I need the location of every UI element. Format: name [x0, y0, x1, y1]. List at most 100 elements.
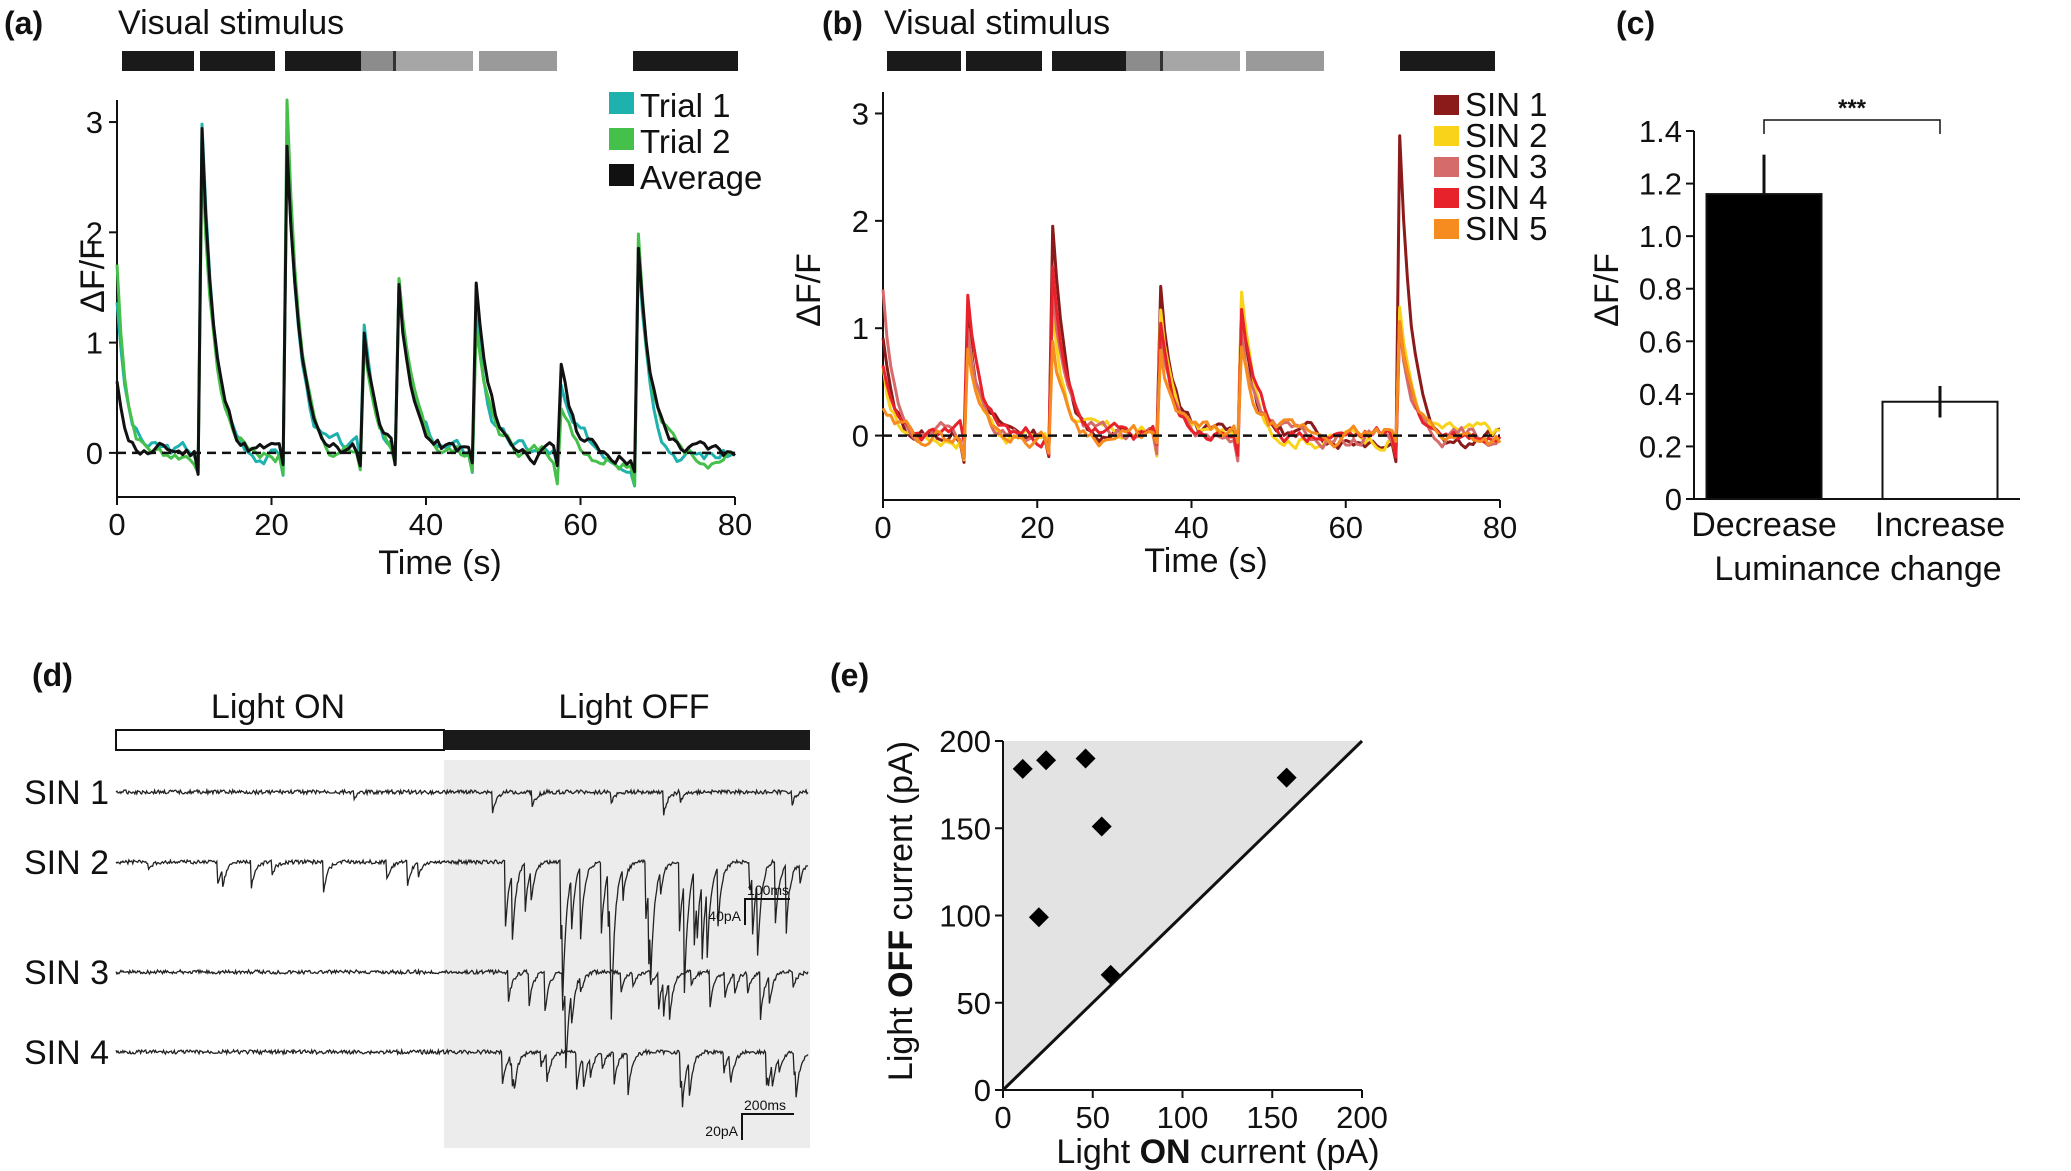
- y-tick-label: 1: [852, 311, 869, 346]
- scatter-point: [1028, 907, 1049, 928]
- trace-label: SIN 1: [24, 774, 109, 812]
- series-trial-2: [115, 98, 736, 487]
- x-tick-label: 60: [563, 507, 597, 542]
- panel-a-stimulus-bar: [122, 51, 738, 71]
- light-on-bar: [115, 729, 445, 751]
- panel-b-stimulus-label: Visual stimulus: [884, 4, 1110, 42]
- panel-c: (c) 0 0.2 0.4 0.6 0.8 1.0 1.2 1.4 Decrease Increa…: [1588, 5, 2020, 588]
- panel-a-legend: Trial 1 Trial 2 Average: [609, 87, 762, 196]
- panel-e: (e) 0 50 100 150 200 0 50 100 150 200 Light ON cu…: [830, 657, 1388, 1171]
- legend-label-sin-3: SIN 3: [1465, 148, 1548, 185]
- legend-label-sin-4: SIN 4: [1465, 179, 1548, 216]
- y-tick-label: 0: [1665, 482, 1682, 517]
- x-tick-label: Decrease: [1691, 506, 1837, 544]
- legend-swatch-sin-3: [1434, 157, 1459, 177]
- legend-swatch-sin-5: [1434, 219, 1459, 239]
- y-tick-label: 2: [86, 215, 103, 250]
- y-tick-label: 1.2: [1639, 167, 1682, 202]
- panel-b-plot: 0 1 2 3 0 20 40 60 80: [852, 92, 1517, 545]
- legend-swatch-trial-2: [609, 128, 634, 150]
- panel-b-stimulus-bar: [887, 51, 1495, 71]
- panel-a-ylabel: ΔF/F: [74, 239, 112, 313]
- scalebar-amp-label: 20pA: [705, 1123, 738, 1139]
- panel-a: (a) Visual stimulus Trial 1 Trial 2 Aver…: [4, 4, 762, 582]
- x-tick-label: 40: [409, 507, 443, 542]
- panel-c-ylabel: ΔF/F: [1588, 253, 1626, 327]
- scatter-point: [1276, 767, 1297, 788]
- trace-sin-3: [115, 967, 809, 1069]
- legend-label-trial-1: Trial 1: [640, 87, 730, 124]
- panel-c-plot: 0 0.2 0.4 0.6 0.8 1.0 1.2 1.4 Decrease Increase **…: [1639, 95, 2020, 544]
- panel-e-ylabel: Light OFF current (pA): [882, 741, 920, 1081]
- panel-b: (b) Visual stimulus SIN 1 SIN 2 SIN 3 SI…: [790, 4, 1548, 580]
- trace-label: SIN 2: [24, 844, 109, 882]
- x-tick-label: 50: [1076, 1100, 1110, 1135]
- x-tick-label: Increase: [1875, 506, 2005, 544]
- light-off-bar: [444, 730, 810, 750]
- legend-label-sin-1: SIN 1: [1465, 86, 1548, 123]
- x-tick-label: 150: [1246, 1100, 1298, 1135]
- x-tick-label: 20: [254, 507, 288, 542]
- scalebar-time-label: 100ms: [747, 882, 789, 898]
- y-tick-label: 100: [939, 899, 991, 934]
- series-sin-1: [881, 134, 1501, 464]
- light-off-label: Light OFF: [558, 688, 709, 726]
- legend-swatch-sin-1: [1434, 95, 1459, 115]
- significance-bracket: [1763, 119, 1941, 134]
- bar-decrease: [1705, 193, 1823, 500]
- panel-b-ylabel: ΔF/F: [790, 253, 828, 327]
- y-tick-label: 50: [957, 986, 991, 1021]
- scalebar-amp-label: 40pA: [708, 908, 741, 924]
- y-tick-label: 1.4: [1639, 114, 1682, 149]
- scalebar: [741, 1113, 794, 1140]
- y-tick-label: 0.4: [1639, 377, 1682, 412]
- panel-a-stimulus-label: Visual stimulus: [118, 4, 344, 42]
- y-tick-label: 0.6: [1639, 324, 1682, 359]
- panel-c-label: (c): [1616, 5, 1655, 41]
- scatter-point: [1091, 816, 1112, 837]
- panel-d-label: (d): [32, 657, 73, 693]
- panel-b-legend: SIN 1 SIN 2 SIN 3 SIN 4 SIN 5: [1434, 86, 1548, 247]
- trace-sin-4: [115, 1047, 809, 1108]
- series-average: [115, 127, 736, 476]
- x-tick-label: 60: [1329, 510, 1363, 545]
- y-tick-label: 1.0: [1639, 219, 1682, 254]
- legend-swatch-sin-4: [1434, 188, 1459, 208]
- x-tick-label: 100: [1157, 1100, 1209, 1135]
- panel-e-plot: 0 50 100 150 200 0 50 100 150 200: [939, 724, 1388, 1135]
- x-tick-label: 200: [1336, 1100, 1388, 1135]
- trace-label: SIN 4: [24, 1034, 109, 1072]
- x-tick-label: 0: [108, 507, 125, 542]
- panel-c-xlabel: Luminance change: [1714, 550, 2001, 588]
- scatter-point: [1036, 750, 1057, 771]
- panel-e-xlabel: Light ON current (pA): [1056, 1133, 1379, 1171]
- legend-swatch-average: [609, 164, 634, 186]
- light-on-label: Light ON: [211, 688, 345, 726]
- scalebar-time-label: 200ms: [744, 1097, 786, 1113]
- panel-b-xlabel: Time (s): [1144, 542, 1267, 580]
- y-tick-label: 0: [974, 1073, 991, 1108]
- panel-d-traces: SIN 1 SIN 2 SIN 3 SIN 4 100ms 40pA 200ms 20pA: [24, 774, 809, 1140]
- legend-label-sin-2: SIN 2: [1465, 117, 1548, 154]
- significance-label: ***: [1838, 95, 1867, 122]
- x-tick-label: 80: [1483, 510, 1517, 545]
- series-sin-5: [881, 320, 1502, 459]
- trace-label: SIN 3: [24, 954, 109, 992]
- y-tick-label: 1: [86, 326, 103, 361]
- y-tick-label: 150: [939, 811, 991, 846]
- legend-swatch-trial-1: [609, 92, 634, 114]
- y-tick-label: 3: [86, 105, 103, 140]
- scatter-point: [1012, 758, 1033, 779]
- y-tick-label: 0: [852, 419, 869, 454]
- y-tick-label: 2: [852, 204, 869, 239]
- light-off-shading: [444, 760, 810, 1148]
- panel-b-label: (b): [822, 5, 863, 41]
- y-tick-label: 3: [852, 96, 869, 131]
- y-tick-label: 200: [939, 724, 991, 759]
- x-tick-label: 80: [718, 507, 752, 542]
- panel-a-label: (a): [4, 5, 43, 41]
- panel-a-xlabel: Time (s): [378, 544, 501, 582]
- bar-increase: [1881, 400, 1999, 500]
